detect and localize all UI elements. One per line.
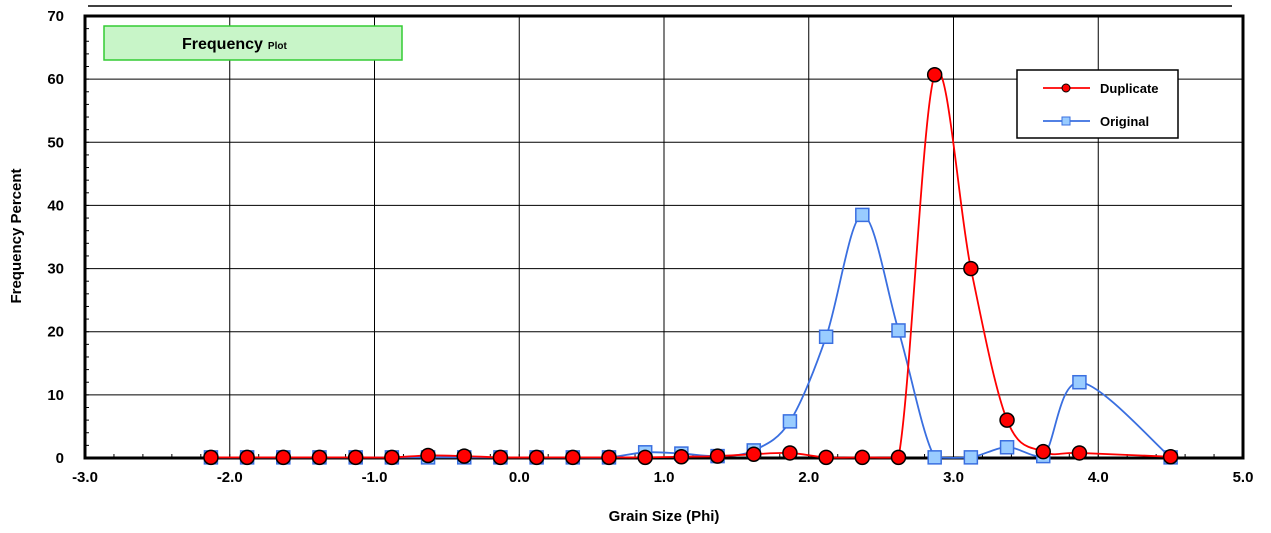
original-point [818,329,834,345]
duplicate-point [926,66,943,83]
duplicate-point [890,449,907,466]
y-tick-label: 40 [47,197,64,214]
x-tick-label: -2.0 [217,469,243,486]
y-axis-tick-labels: 0 10 20 30 40 50 60 70 [47,8,64,467]
x-tick-label: -3.0 [72,469,98,486]
legend: Duplicate Original [1016,69,1179,139]
y-tick-label: 50 [47,134,64,151]
duplicate-point [999,412,1015,428]
duplicate-point [456,448,472,464]
x-tick-label: -1.0 [362,469,388,486]
original-point [963,450,979,465]
original-point [891,323,906,338]
y-tick-label: 0 [56,450,64,467]
duplicate-point [565,449,581,466]
duplicate-point [347,449,364,466]
legend-box [1016,69,1179,139]
duplicate-point [709,448,726,464]
duplicate-point [275,449,292,466]
y-tick-label: 30 [47,261,64,278]
legend-original-label: Original [1100,114,1149,129]
duplicate-point [311,449,328,466]
y-tick-label: 20 [47,324,64,341]
title-box: Frequency Plot [103,25,403,61]
duplicate-point [492,449,509,466]
y-axis-title: Frequency Percent [8,168,25,303]
x-tick-label: 3.0 [943,469,964,486]
series-duplicate [203,66,1179,466]
duplicate-point [818,449,834,466]
title-box-background [103,25,403,61]
duplicate-point [1035,443,1051,460]
y-tick-label: 70 [47,8,64,25]
legend-duplicate-label: Duplicate [1100,81,1159,96]
y-tick-label: 10 [47,387,64,404]
duplicate-point [745,446,762,462]
original-point [782,414,798,429]
duplicate-point [239,449,255,466]
original-point [927,450,942,465]
duplicate-point [963,260,979,277]
duplicate-point [673,448,690,465]
duplicate-point [1071,445,1088,461]
x-tick-label: 2.0 [798,469,819,486]
original-point [855,207,870,223]
x-tick-label: 0.0 [509,469,530,486]
chart-title: Frequency Plot [182,36,287,53]
legend-original-marker [1061,116,1071,126]
original-point [999,440,1015,455]
duplicate-point [528,449,545,466]
series-layer [203,66,1179,466]
x-tick-label: 1.0 [654,469,675,486]
duplicate-point [854,449,871,466]
duplicate-point [203,449,219,466]
y-tick-label: 60 [47,71,64,88]
duplicate-point [601,449,617,466]
x-axis-tick-labels: -3.0 -2.0 -1.0 0.0 1.0 2.0 3.0 4.0 5.0 [72,469,1253,486]
x-tick-label: 5.0 [1233,469,1254,486]
x-axis-title: Grain Size (Phi) [609,508,720,525]
legend-duplicate-marker [1061,83,1071,93]
duplicate-point [782,445,798,461]
x-tick-label: 4.0 [1088,469,1109,486]
duplicate-point [637,449,653,466]
original-point [1072,374,1087,390]
duplicate-point [420,447,436,464]
duplicate-point [384,449,400,466]
duplicate-point [1162,448,1179,465]
